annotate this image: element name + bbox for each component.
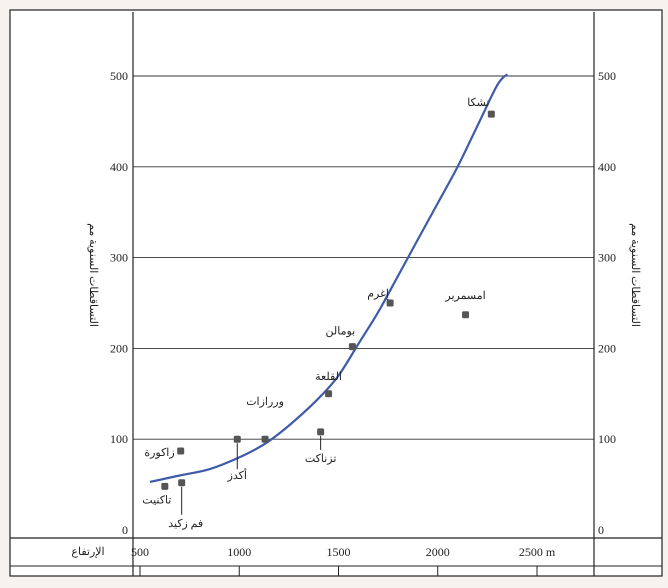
y-tick-left: 500 xyxy=(110,69,128,83)
y-tick-right: 200 xyxy=(598,341,616,355)
data-points xyxy=(161,110,495,490)
trend-line xyxy=(149,73,509,483)
data-point xyxy=(487,110,495,118)
y-tick-right: 500 xyxy=(598,69,616,83)
y-ticks: 0 0 100 100 200 200 300 300 400 400 500 500 xyxy=(110,69,616,537)
y-axis-label-left: التساقطات السنوية مم xyxy=(87,223,99,327)
point-label: القلعة xyxy=(315,371,342,383)
y-tick-left: 100 xyxy=(110,432,128,446)
y-tick-left: 200 xyxy=(110,341,128,355)
data-point xyxy=(348,343,356,351)
point-label: امسمرير xyxy=(444,290,485,302)
x-tick-label: 1500 xyxy=(327,545,351,559)
point-labels: تشكا إغرم امسمرير بومالن القلعة وررازات أكدز تز… xyxy=(142,97,489,530)
y-tick-right: 0 xyxy=(598,523,604,537)
data-point xyxy=(161,482,169,490)
y-tick-right: 100 xyxy=(598,432,616,446)
point-label: أكدز xyxy=(227,468,247,482)
data-point xyxy=(261,435,269,443)
y-tick-right: 300 xyxy=(598,251,616,265)
point-label: تاكنيت xyxy=(142,494,171,506)
y-axis-label-right: التساقطات السنوية مم xyxy=(629,223,641,327)
x-tick-label: 2500 m xyxy=(519,545,556,559)
x-tick-label: 2000 xyxy=(426,545,450,559)
chart-frame xyxy=(9,9,663,577)
gridlines xyxy=(133,75,594,440)
data-point xyxy=(177,447,185,455)
point-label: بومالن xyxy=(326,326,356,338)
data-point xyxy=(317,428,325,436)
x-axis-label: الإرتفاع xyxy=(71,546,104,558)
point-label: إغرم xyxy=(367,288,389,300)
point-label: وررازات xyxy=(246,396,284,408)
label-leaders xyxy=(181,435,322,515)
y-tick-left: 400 xyxy=(110,160,128,174)
y-tick-right: 400 xyxy=(598,160,616,174)
x-tick-label: 500 xyxy=(131,545,149,559)
y-tick-left: 300 xyxy=(110,251,128,265)
x-ticks: 500 1000 1500 2000 2500 m xyxy=(131,545,556,576)
data-point xyxy=(325,390,333,398)
point-label: تشكا xyxy=(467,97,489,109)
data-point xyxy=(462,311,470,319)
point-label: زاكورة xyxy=(144,447,174,459)
point-label: تزناكت xyxy=(305,453,337,465)
x-tick-label: 1000 xyxy=(227,545,251,559)
y-tick-left: 0 xyxy=(122,523,128,537)
point-label: فم زكيد xyxy=(168,518,203,530)
data-point xyxy=(178,479,186,487)
data-point xyxy=(386,299,394,307)
data-point xyxy=(233,435,241,443)
